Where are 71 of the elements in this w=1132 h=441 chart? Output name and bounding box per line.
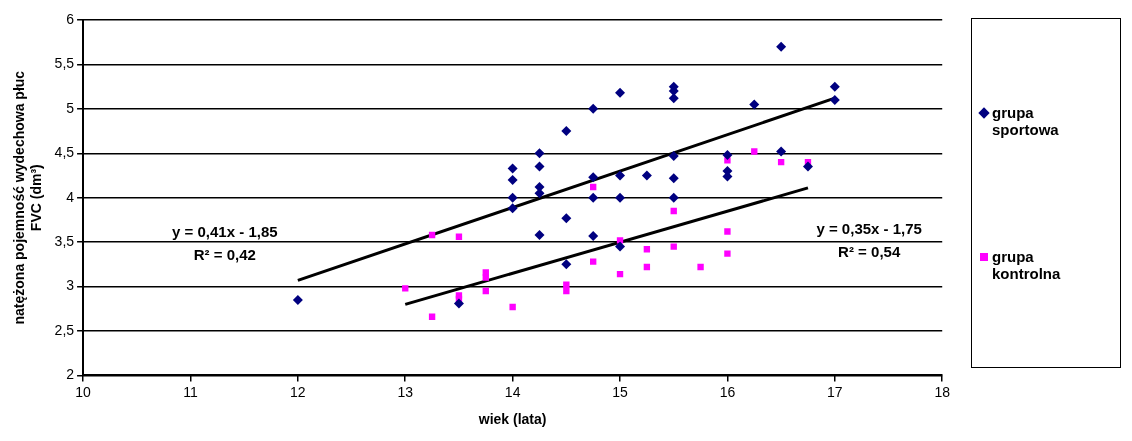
point	[453, 298, 464, 309]
point	[563, 281, 570, 288]
point	[802, 161, 813, 172]
y-axis-title: natężona pojemność wydechowa płuc FVC (dm³)	[11, 70, 45, 325]
annotation: R² = 0,54	[838, 242, 901, 260]
point	[588, 103, 599, 114]
legend-label: grupa kontrolna	[992, 248, 1062, 282]
annotation: R² = 0,42	[193, 246, 256, 264]
point	[668, 173, 679, 184]
point	[615, 170, 626, 181]
point	[670, 207, 677, 215]
point	[534, 148, 545, 159]
point	[722, 150, 733, 161]
point	[561, 213, 572, 224]
point	[615, 241, 626, 252]
annotation: y = 0,41x - 1,85	[172, 223, 278, 241]
point	[724, 228, 731, 235]
point	[507, 203, 518, 214]
x-axis-title: wiek (lata)	[477, 411, 547, 428]
point	[749, 99, 760, 110]
x-tick-label: 12	[290, 383, 306, 400]
point	[507, 174, 518, 185]
point	[563, 287, 570, 295]
point	[776, 41, 787, 52]
point	[590, 258, 597, 265]
point	[668, 93, 679, 104]
x-tick-label: 15	[612, 383, 629, 400]
point	[588, 192, 599, 203]
point	[724, 250, 731, 257]
y-tick-label: 5,5	[54, 55, 75, 72]
y-tick-label: 3,5	[54, 232, 75, 249]
x-tick-label: 14	[504, 383, 521, 400]
point	[507, 163, 518, 174]
point	[402, 285, 409, 292]
y-tick-label: 2	[66, 366, 75, 383]
point	[507, 192, 518, 203]
point	[534, 161, 545, 172]
point	[615, 192, 626, 203]
point	[641, 170, 652, 181]
legend-label: grupa sportowa	[992, 104, 1060, 138]
point	[697, 263, 704, 271]
y-tick-label: 2,5	[54, 321, 75, 338]
point	[668, 150, 679, 161]
point	[829, 94, 840, 105]
point	[482, 274, 489, 281]
point	[615, 87, 626, 98]
x-tick-label: 10	[75, 383, 92, 400]
point	[751, 148, 758, 155]
x-tick-label: 16	[719, 383, 736, 400]
y-tick-label: 6	[66, 10, 75, 27]
annotation: y = 0,35x - 1,75	[816, 219, 922, 237]
point	[829, 81, 840, 92]
x-tick-label: 13	[397, 383, 414, 400]
point	[482, 287, 489, 295]
y-tick-label: 4	[66, 188, 75, 205]
x-tick-label: 18	[934, 383, 951, 400]
point	[561, 126, 572, 137]
x-tick-label: 17	[827, 383, 843, 400]
point	[509, 303, 516, 311]
point	[534, 230, 545, 241]
point	[588, 172, 599, 183]
point	[776, 146, 787, 157]
x-tick-label: 11	[183, 383, 198, 400]
y-tick-label: 3	[66, 277, 75, 294]
point	[292, 294, 303, 305]
point	[668, 192, 679, 203]
y-tick-label: 4,5	[54, 144, 75, 161]
point	[670, 243, 677, 250]
point	[588, 230, 599, 241]
point	[561, 259, 572, 270]
y-tick-label: 5	[66, 99, 75, 116]
